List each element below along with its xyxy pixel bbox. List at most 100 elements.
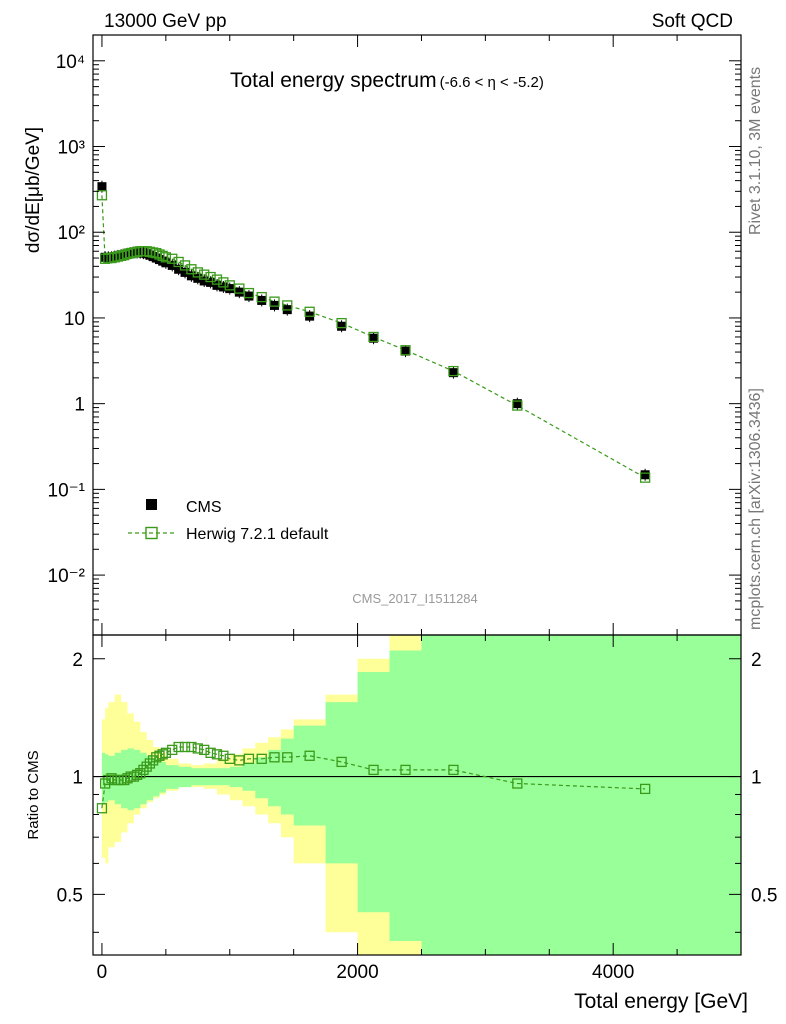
ratio-herwig-point — [199, 744, 210, 756]
herwig-point — [192, 267, 203, 278]
ratio-plot — [96, 741, 651, 814]
ratio-herwig-point — [192, 743, 203, 754]
legend-herwig-marker — [145, 526, 158, 540]
herwig-point — [167, 253, 178, 264]
ratio-herwig-point — [96, 803, 108, 814]
ratio-herwig-point — [160, 747, 172, 758]
main-y-tick-label: 1 — [74, 395, 85, 416]
herwig-point — [639, 472, 651, 483]
axis-ticks: 10⁴ 10³ 10² 10 1 10⁻¹ 10⁻² 2 2 1 1 0.5 0.5 0 2000 4000 — [48, 34, 777, 983]
cms-point — [225, 284, 235, 294]
ratio-herwig-point — [128, 771, 140, 782]
legend-cms-label: CMS — [186, 499, 222, 516]
cms-point — [257, 295, 267, 305]
ratio-herwig-point — [179, 741, 191, 753]
ratio-y-axis-label: Ratio to CMS — [25, 750, 42, 839]
herwig-point — [448, 365, 459, 377]
ratio-herwig-point — [135, 768, 146, 779]
main-y-tick-label: 10² — [58, 223, 85, 244]
cms-point — [337, 321, 347, 331]
cms-point — [174, 264, 184, 274]
ratio-y-tick-label-right: 2 — [751, 650, 762, 671]
ratio-bands — [101, 635, 741, 955]
herwig-point — [211, 274, 223, 285]
ratio-herwig-point — [211, 749, 223, 760]
herwig-point — [243, 287, 255, 299]
cms-point — [206, 277, 216, 287]
ratio-y-tick-label-right: 0.5 — [751, 885, 777, 906]
legend: CMS Herwig 7.2.1 default — [128, 499, 329, 543]
cms-point — [400, 346, 410, 356]
ratio-herwig-point — [512, 778, 523, 789]
herwig-point — [269, 296, 280, 307]
ratio-herwig-point — [173, 741, 184, 753]
ratio-herwig-point — [138, 764, 149, 776]
ratio-y-tick-label-left: 0.5 — [57, 885, 83, 906]
header-energy-label: 13000 GeV pp — [104, 11, 227, 32]
herwig-point — [186, 264, 197, 275]
cms-point — [97, 182, 107, 192]
herwig-point — [368, 331, 379, 343]
herwig-point — [336, 317, 347, 329]
herwig-point — [205, 271, 216, 283]
x-tick-label: 2000 — [336, 962, 378, 983]
mcplots-label: mcplots.cern.ch [arXiv:1306.3436] — [747, 388, 764, 630]
cms-point — [269, 300, 279, 310]
main-y-tick-label: 10⁴ — [56, 52, 85, 73]
herwig-point — [304, 306, 315, 317]
main-y-axis-label: dσ/dE[μb/GeV] — [23, 127, 44, 253]
herwig-point — [512, 400, 523, 411]
ratio-y-tick-label-left: 2 — [72, 650, 83, 671]
ratio-herwig-point — [243, 753, 255, 764]
main-plot — [96, 180, 651, 483]
ratio-y-tick-label-right: 1 — [751, 768, 762, 789]
chart-title: Total energy spectrum (-6.6 < η < -5.2) — [230, 69, 544, 92]
cms-point — [244, 291, 254, 301]
ratio-herwig-point — [205, 747, 216, 758]
cms-point — [448, 368, 458, 378]
herwig-point — [154, 249, 165, 260]
main-y-tick-label: 10³ — [58, 138, 85, 159]
plot-frames — [92, 34, 742, 956]
ratio-herwig-point — [154, 750, 165, 761]
main-frame — [92, 34, 742, 636]
x-tick-label: 4000 — [592, 962, 634, 983]
herwig-point — [400, 345, 411, 356]
herwig-point — [179, 260, 191, 271]
herwig-point — [173, 256, 184, 268]
cms-point — [180, 267, 190, 277]
header-process-label: Soft QCD — [652, 11, 733, 32]
ratio-herwig-point — [141, 761, 152, 772]
ratio-herwig-point — [282, 752, 293, 763]
rivet-version-label: Rivet 3.1.10, 3M events — [747, 67, 764, 235]
ratio-herwig-point — [400, 764, 411, 776]
ratio-herwig-point — [269, 752, 280, 763]
main-y-tick-label: 10 — [64, 309, 85, 330]
ratio-herwig-point — [218, 750, 229, 761]
cms-point — [193, 273, 203, 283]
cms-point — [512, 399, 522, 409]
ratio-herwig-point — [256, 753, 267, 764]
legend-herwig-label: Herwig 7.2.1 default — [186, 526, 329, 543]
legend-cms-marker — [146, 499, 157, 510]
main-y-tick-label: 10⁻² — [48, 566, 86, 587]
ratio-herwig-point — [186, 741, 197, 753]
cms-point — [161, 258, 171, 268]
cms-point — [199, 276, 209, 286]
ratio-herwig-point — [167, 744, 178, 756]
x-tick-label: 0 — [97, 962, 108, 983]
ratio-herwig-point — [448, 764, 459, 776]
ratio-herwig-point — [336, 756, 347, 768]
cms-point — [369, 333, 379, 343]
cms-point — [186, 271, 196, 281]
cms-point — [640, 470, 650, 480]
ratio-herwig-point — [144, 758, 156, 769]
ratio-herwig-point — [639, 783, 651, 795]
cms-point — [212, 280, 222, 290]
herwig-point — [199, 269, 210, 280]
herwig-point — [282, 300, 293, 311]
ratio-herwig-point — [304, 750, 315, 761]
herwig-point — [256, 291, 267, 303]
ratio-band-stat — [101, 635, 741, 955]
